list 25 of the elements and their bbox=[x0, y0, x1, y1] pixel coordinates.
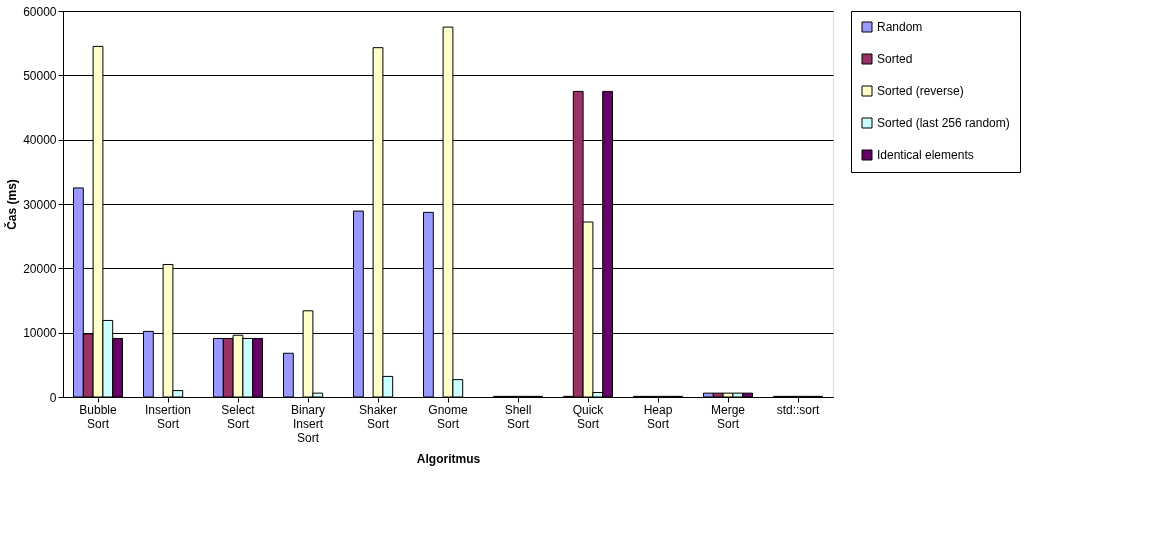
x-tick-label: Binary Insert Sort bbox=[290, 402, 326, 445]
x-axis-title: Algoritmus bbox=[416, 451, 481, 466]
legend-label: Sorted (reverse) bbox=[877, 84, 964, 98]
x-tick-label: Merge Sort bbox=[710, 402, 746, 431]
x-tick-label: std::sort bbox=[776, 402, 820, 417]
y-tick-label: 10000 bbox=[23, 326, 57, 341]
y-tick-label: 20000 bbox=[23, 261, 57, 276]
y-tick-label: 50000 bbox=[23, 68, 57, 83]
y-tick-label: 30000 bbox=[23, 197, 57, 212]
x-tick-label: Shell Sort bbox=[504, 402, 532, 431]
x-tick-label: Select Sort bbox=[221, 402, 256, 431]
x-tick-label: Shaker Sort bbox=[358, 402, 398, 431]
x-tick-label: Gnome Sort bbox=[428, 402, 468, 431]
y-tick-label: 0 bbox=[49, 390, 57, 405]
legend-label: Random bbox=[877, 20, 923, 34]
x-tick-label: Bubble Sort bbox=[79, 402, 117, 431]
x-tick-label: Quick Sort bbox=[572, 402, 605, 431]
y-tick-label: 60000 bbox=[23, 4, 57, 19]
legend-label: Sorted bbox=[877, 52, 913, 66]
y-tick-label: 40000 bbox=[23, 133, 57, 148]
x-tick-label: Insertion Sort bbox=[144, 402, 192, 431]
x-tick-label: Heap Sort bbox=[643, 402, 673, 431]
y-axis-title: Čas (ms) bbox=[4, 179, 20, 230]
legend-label: Sorted (last 256 random) bbox=[877, 116, 1010, 130]
legend-label: Identical elements bbox=[877, 148, 974, 162]
